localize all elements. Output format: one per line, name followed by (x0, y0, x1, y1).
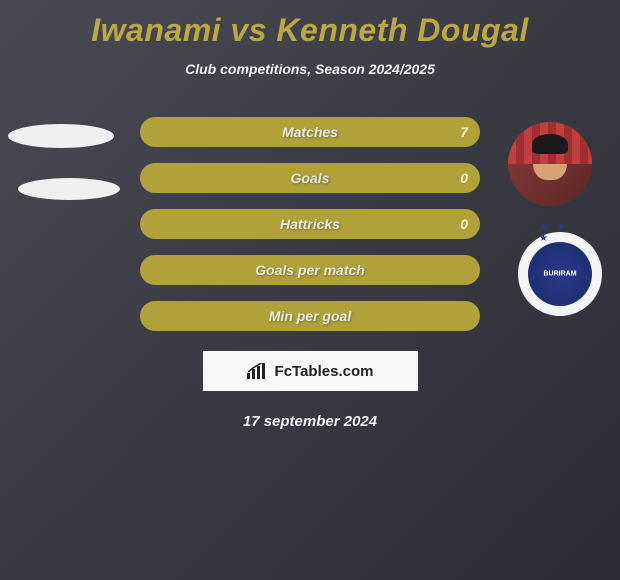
stats-section: Matches 7 Goals 0 Hattricks 0 Goals per … (0, 117, 620, 331)
stat-value-right: 0 (460, 216, 468, 232)
stat-label: Hattricks (280, 216, 340, 232)
stat-bar-goals-per-match: Goals per match (140, 255, 480, 285)
stat-row: Hattricks 0 (20, 209, 600, 239)
page-subtitle: Club competitions, Season 2024/2025 (0, 61, 620, 77)
stat-row: Matches 7 (20, 117, 600, 147)
stat-bar-goals: Goals 0 (140, 163, 480, 193)
stat-value-right: 0 (460, 170, 468, 186)
watermark-banner[interactable]: FcTables.com (203, 351, 418, 391)
stat-label: Matches (282, 124, 338, 140)
stat-label: Goals (291, 170, 330, 186)
stat-label: Goals per match (255, 262, 365, 278)
stat-row: Min per goal (20, 301, 600, 331)
chart-icon (247, 363, 267, 379)
stat-bar-hattricks: Hattricks 0 (140, 209, 480, 239)
stat-label: Min per goal (269, 308, 351, 324)
stat-bar-matches: Matches 7 (140, 117, 480, 147)
main-container: Iwanami vs Kenneth Dougal Club competiti… (0, 0, 620, 580)
stat-row: Goals per match (20, 255, 600, 285)
footer-date: 17 september 2024 (0, 413, 620, 430)
page-title: Iwanami vs Kenneth Dougal (0, 0, 620, 49)
watermark-text: FcTables.com (275, 363, 374, 380)
stat-value-right: 7 (460, 124, 468, 140)
stat-bar-min-per-goal: Min per goal (140, 301, 480, 331)
stat-row: Goals 0 (20, 163, 600, 193)
